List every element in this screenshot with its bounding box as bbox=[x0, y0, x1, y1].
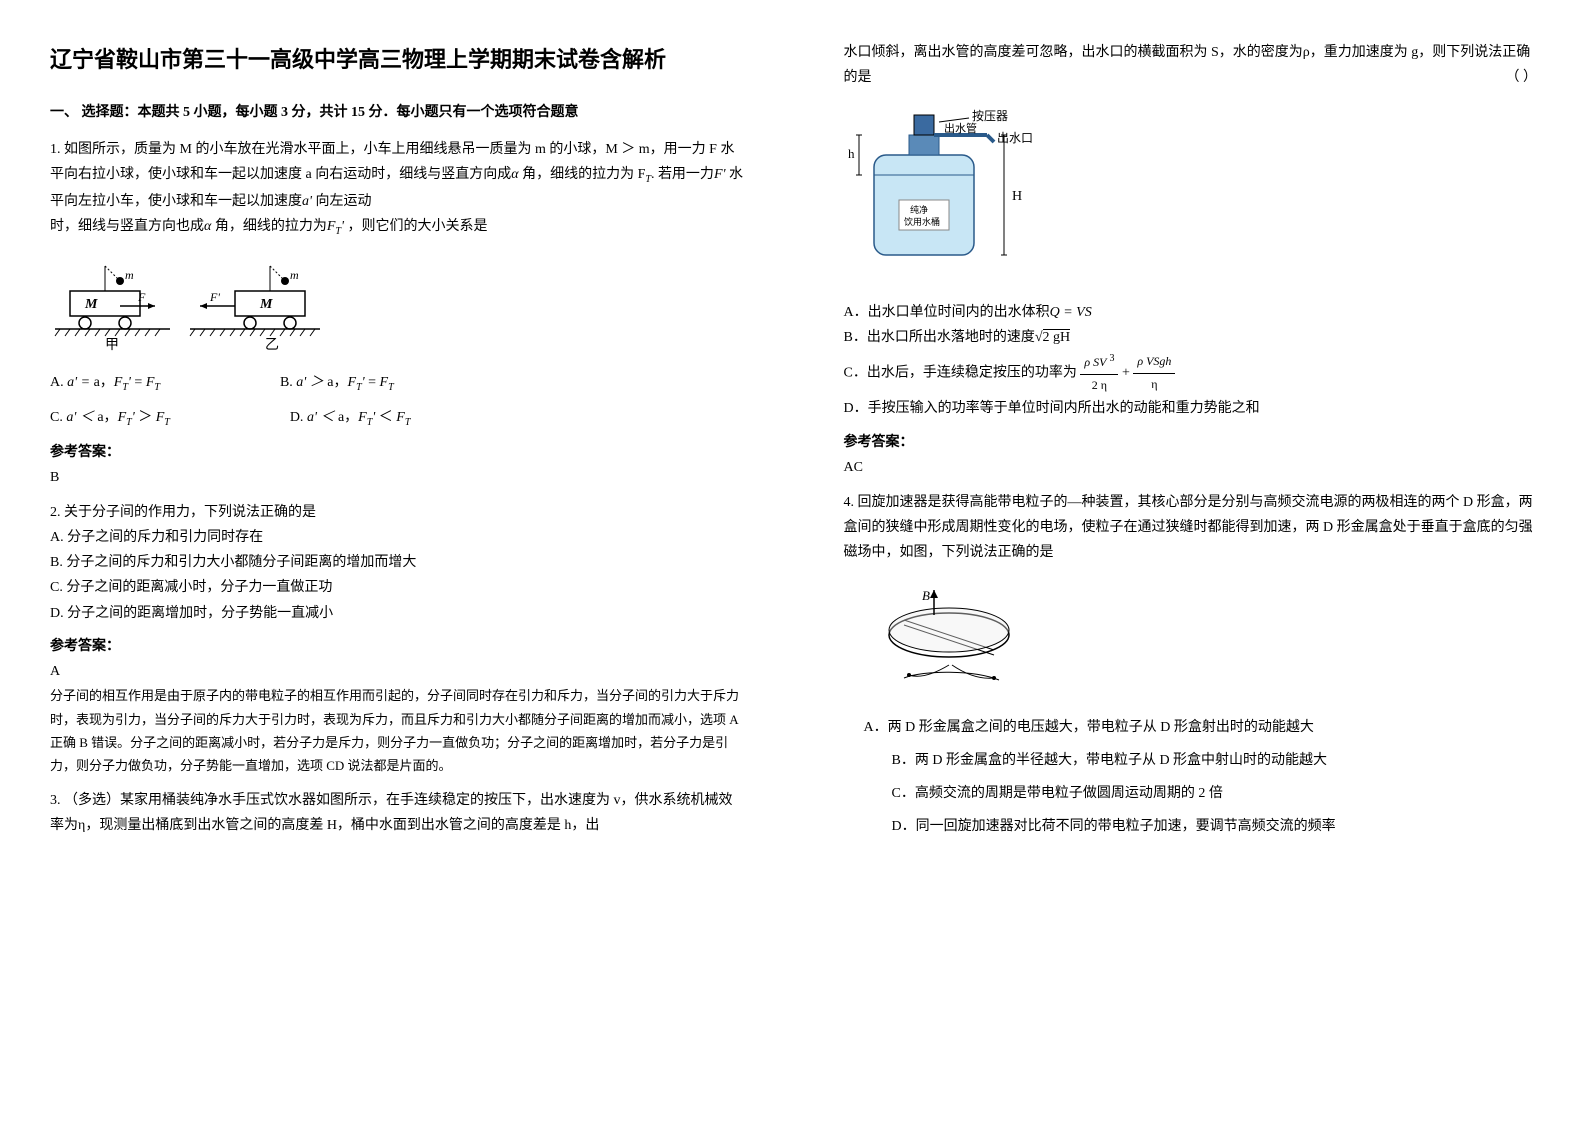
q1-text-cont: 时，细线与竖直方向也成α 角，细线的拉力为FT' ，则它们的大小关系是 bbox=[50, 214, 744, 241]
q3-stem: 3. （多选）某家用桶装纯净水手压式饮水器如图所示，在手连续稳定的按压下，出水速… bbox=[50, 788, 744, 838]
svg-text:甲: 甲 bbox=[105, 338, 119, 351]
question-3-part2: 水口倾斜，离出水管的高度差可忽略，出水口的横截面积为 S，水的密度为ρ，重力加速… bbox=[844, 40, 1538, 480]
q1-text-6: 时，细线与竖直方向也成 bbox=[50, 219, 204, 234]
q4-optA: A．两 D 形金属盒之间的电压越大，带电粒子从 D 形盒射出时的动能越大 bbox=[864, 715, 1538, 740]
q2-optD: D. 分子之间的距离增加时，分子势能一直减小 bbox=[50, 601, 744, 626]
f-prime: F' bbox=[714, 167, 726, 182]
q2-optC: C. 分子之间的距离减小时，分子力一直做正功 bbox=[50, 575, 744, 600]
section-header: 一、 选择题：本题共 5 小题，每小题 3 分，共计 15 分．每小题只有一个选… bbox=[50, 100, 744, 125]
svg-text:F': F' bbox=[209, 290, 220, 304]
q1-answer-label: 参考答案： bbox=[50, 440, 744, 465]
q1-text-3: 若用一力 bbox=[658, 167, 714, 182]
q1-optD: D. a' ＜ a，FT' ＜ FT bbox=[290, 405, 411, 432]
q2-optA: A. 分子之间的斥力和引力同时存在 bbox=[50, 525, 744, 550]
q1-text: 1. 如图所示，质量为 M 的小车放在光滑水平面上，小车上用细线悬吊一质量为 m… bbox=[50, 137, 744, 214]
svg-text:H: H bbox=[1012, 189, 1022, 204]
q3-answer: AC bbox=[844, 455, 1538, 480]
svg-text:出水口: 出水口 bbox=[997, 131, 1033, 145]
water-dispenser-diagram: 按压器 出水管 出水口 纯净 饮用水桶 h H bbox=[844, 100, 1538, 289]
q3-answer-label: 参考答案： bbox=[844, 430, 1538, 455]
sub-t: T bbox=[645, 174, 651, 185]
svg-text:M: M bbox=[84, 297, 98, 312]
svg-text:h: h bbox=[848, 146, 855, 161]
svg-text:B: B bbox=[922, 588, 930, 603]
q1-text-5: 向左运动 bbox=[316, 194, 372, 209]
svg-text:F: F bbox=[137, 290, 146, 304]
left-column: 辽宁省鞍山市第三十一高级中学高三物理上学期期末试卷含解析 一、 选择题：本题共 … bbox=[0, 0, 794, 1122]
q3-paren: （ ） bbox=[1506, 65, 1538, 90]
question-1: 1. 如图所示，质量为 M 的小车放在光滑水平面上，小车上用细线悬吊一质量为 m… bbox=[50, 137, 744, 490]
q3-optA: A．出水口单位时间内的出水体积Q = VS bbox=[844, 300, 1538, 325]
q4-stem: 4. 回旋加速器是获得高能带电粒子的—种装置，其核心部分是分别与高频交流电源的两… bbox=[844, 490, 1538, 566]
svg-text:m: m bbox=[125, 268, 134, 282]
page-title: 辽宁省鞍山市第三十一高级中学高三物理上学期期末试卷含解析 bbox=[50, 40, 744, 80]
alpha-2: α bbox=[204, 219, 211, 234]
q3-optC: C．出水后，手连续稳定按压的功率为 ρ SV 32 η + ρ VSghη bbox=[844, 350, 1538, 396]
q1-text-7: 角，细线的拉力为 bbox=[215, 219, 327, 234]
svg-text:按压器: 按压器 bbox=[972, 109, 1008, 123]
q3-stem2: 水口倾斜，离出水管的高度差可忽略，出水口的横截面积为 S，水的密度为ρ，重力加速… bbox=[844, 40, 1538, 90]
svg-text:出水管: 出水管 bbox=[944, 121, 977, 135]
question-2: 2. 关于分子间的作用力，下列说法正确的是 A. 分子之间的斥力和引力同时存在 … bbox=[50, 500, 744, 778]
svg-text:m: m bbox=[290, 268, 299, 282]
q1-answer: B bbox=[50, 465, 744, 490]
cyclotron-diagram: B bbox=[874, 580, 1538, 699]
q1-text-8: ，则它们的大小关系是 bbox=[347, 219, 487, 234]
right-column: 水口倾斜，离出水管的高度差可忽略，出水口的横截面积为 S，水的密度为ρ，重力加速… bbox=[794, 0, 1587, 1122]
a-prime: a' bbox=[302, 194, 312, 209]
svg-text:饮用水桶: 饮用水桶 bbox=[904, 216, 940, 227]
q4-optD: D．同一回旋加速器对比荷不同的带电粒子加速，要调节高频交流的频率 bbox=[864, 814, 1538, 839]
question-3-part1: 3. （多选）某家用桶装纯净水手压式饮水器如图所示，在手连续稳定的按压下，出水速… bbox=[50, 788, 744, 838]
q1-optB: B. a' ＞ a，FT' = FT bbox=[280, 370, 394, 397]
q2-answer: A bbox=[50, 659, 744, 684]
q2-answer-label: 参考答案： bbox=[50, 634, 744, 659]
q3-optD: D．手按压输入的功率等于单位时间内所出水的动能和重力势能之和 bbox=[844, 396, 1538, 421]
q2-stem: 2. 关于分子间的作用力，下列说法正确的是 bbox=[50, 500, 744, 525]
svg-text:纯净: 纯净 bbox=[910, 204, 928, 215]
q1-diagram: m M F 甲 bbox=[50, 251, 744, 360]
alpha-1: α bbox=[511, 167, 518, 182]
q1-optC: C. a' ＜ a，FT' ＞ FT bbox=[50, 405, 170, 432]
ft-prime: FT' bbox=[327, 219, 344, 234]
q2-explanation: 分子间的相互作用是由于原子内的带电粒子的相互作用而引起的，分子间同时存在引力和斥… bbox=[50, 684, 744, 778]
q3-optB: B．出水口所出水落地时的速度√2 gH bbox=[844, 325, 1538, 350]
svg-text:乙: 乙 bbox=[265, 337, 279, 351]
q4-optC: C．高频交流的周期是带电粒子做圆周运动周期的 2 倍 bbox=[864, 781, 1538, 806]
q1-optA: A. a' = a，FT' = FT bbox=[50, 370, 160, 397]
q1-options: A. a' = a，FT' = FT B. a' ＞ a，FT' = FT C.… bbox=[50, 370, 744, 432]
q4-optB: B．两 D 形金属盒的半径越大，带电粒子从 D 形盒中射山时的动能越大 bbox=[864, 748, 1538, 773]
q1-text-2: 角，细线的拉力为 F bbox=[522, 167, 645, 182]
q2-optB: B. 分子之间的斥力和引力大小都随分子间距离的增加而增大 bbox=[50, 550, 744, 575]
question-4: 4. 回旋加速器是获得高能带电粒子的—种装置，其核心部分是分别与高频交流电源的两… bbox=[844, 490, 1538, 840]
svg-text:M: M bbox=[259, 297, 273, 312]
